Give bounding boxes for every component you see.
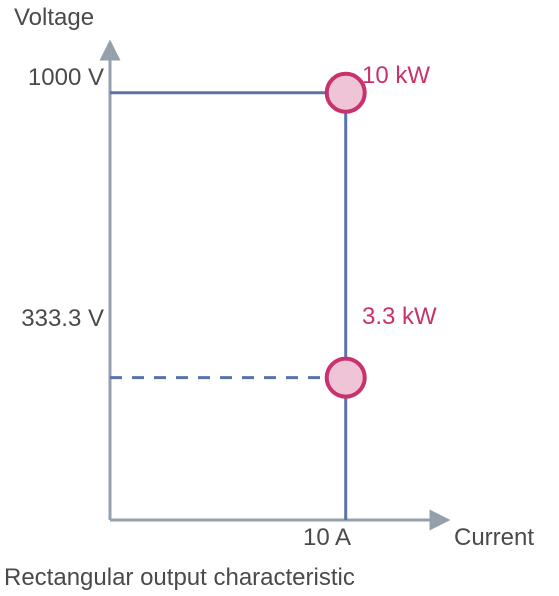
x-axis-label: Current — [454, 524, 534, 552]
output-curve — [110, 93, 346, 520]
y-tick-1000v: 1000 V — [28, 64, 104, 92]
x-tick-10a: 10 A — [303, 524, 351, 552]
power-marker-1 — [327, 359, 365, 397]
y-axis-label: Voltage — [14, 4, 94, 32]
marker-label-3kw: 3.3 kW — [362, 303, 437, 331]
chart-caption: Rectangular output characteristic — [4, 564, 355, 592]
chart-container: Voltage 1000 V 333.3 V 10 A Current 10 k… — [0, 0, 559, 596]
marker-label-10kw: 10 kW — [362, 62, 430, 90]
y-tick-333v: 333.3 V — [21, 305, 104, 333]
power-marker-0 — [327, 74, 365, 112]
